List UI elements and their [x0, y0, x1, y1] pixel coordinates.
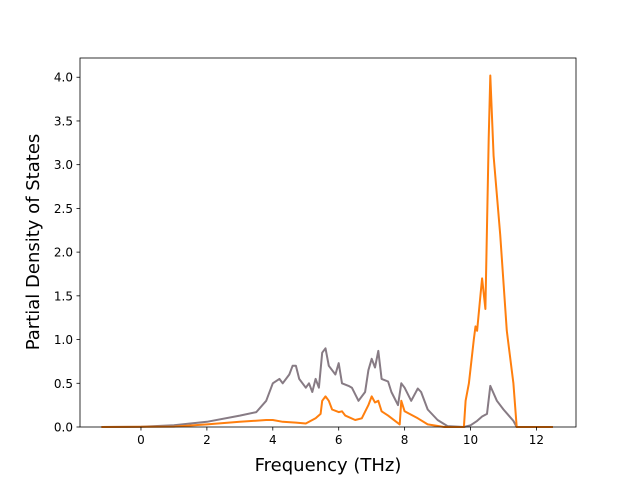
y-tick-label: 1.5 [54, 289, 73, 303]
y-tick-label: 2.0 [54, 246, 73, 260]
y-tick-label: 4.0 [54, 71, 73, 85]
y-tick-label: 0.5 [54, 377, 73, 391]
y-ticks: 0.0 0.5 1.0 1.5 2.0 2.5 3.0 3.5 4.0 [54, 71, 80, 435]
y-tick-label: 0.0 [54, 421, 73, 435]
x-axis-label: Frequency (THz) [255, 455, 402, 476]
x-tick-label: 0 [137, 433, 145, 447]
y-tick-label: 2.5 [54, 202, 73, 216]
axes-frame [79, 57, 577, 428]
x-tick-label: 8 [401, 433, 409, 447]
x-tick-label: 12 [529, 433, 544, 447]
y-tick-label: 1.0 [54, 333, 73, 347]
series-line-1 [101, 74, 553, 428]
y-axis-label: Partial Density of States [23, 134, 44, 351]
series-lines [101, 74, 553, 428]
x-tick-label: 2 [203, 433, 211, 447]
x-tick-label: 10 [463, 433, 478, 447]
y-tick-label: 3.5 [54, 114, 73, 128]
series-line-0 [101, 347, 553, 428]
x-tick-label: 4 [269, 433, 277, 447]
x-ticks: 0 2 4 6 8 10 12 [137, 427, 544, 447]
x-tick-label: 6 [335, 433, 343, 447]
y-tick-label: 3.0 [54, 158, 73, 172]
